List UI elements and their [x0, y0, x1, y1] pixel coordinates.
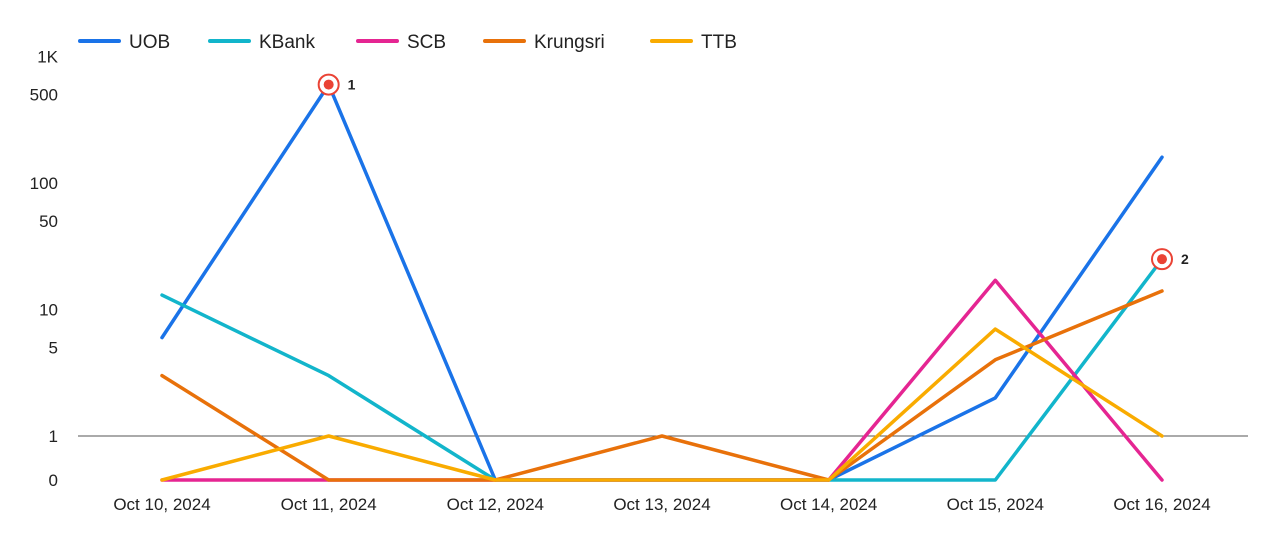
x-tick-label-oct-13-2024: Oct 13, 2024: [613, 495, 710, 514]
y-tick-label-50: 50: [39, 212, 58, 231]
data-point-krungsri-1[interactable]: [323, 474, 335, 486]
data-point-uob-6[interactable]: [1156, 151, 1168, 163]
data-point-scb-5[interactable]: [989, 274, 1001, 286]
annotation-label-2: 2: [1181, 251, 1189, 267]
annotation-label-1: 1: [348, 77, 356, 93]
x-tick-label-oct-15-2024: Oct 15, 2024: [947, 495, 1044, 514]
legend: UOB KBank SCB Krungsri TTB: [78, 32, 737, 53]
y-tick-label-0: 0: [49, 471, 58, 490]
legend-item-kbank[interactable]: KBank: [208, 32, 315, 53]
annotations: 12: [317, 73, 1189, 271]
x-tick-label-oct-12-2024: Oct 12, 2024: [447, 495, 544, 514]
y-tick-label-1: 1: [49, 427, 58, 446]
data-point-kbank-1[interactable]: [323, 370, 335, 382]
x-tick-label-oct-11-2024: Oct 11, 2024: [281, 495, 377, 514]
data-point-kbank-5[interactable]: [989, 474, 1001, 486]
data-point-krungsri-3[interactable]: [656, 430, 668, 442]
legend-item-krungsri[interactable]: Krungsri: [483, 32, 605, 53]
data-point-uob-5[interactable]: [989, 392, 1001, 404]
data-point-ttb-2[interactable]: [489, 474, 501, 486]
legend-item-ttb[interactable]: TTB: [650, 32, 737, 53]
series-krungsri: [156, 285, 1168, 486]
legend-label-uob: UOB: [129, 32, 170, 53]
series-line-uob[interactable]: [160, 82, 1164, 482]
data-point-krungsri-5[interactable]: [989, 354, 1001, 366]
annotation-dot-2: [1157, 254, 1167, 265]
y-tick-label-500: 500: [30, 86, 58, 105]
series-line-scb[interactable]: [160, 278, 1164, 482]
data-point-krungsri-6[interactable]: [1156, 285, 1168, 297]
x-tick-label-oct-10-2024: Oct 10, 2024: [113, 495, 210, 514]
x-tick-label-oct-14-2024: Oct 14, 2024: [780, 495, 877, 514]
series-uob: [156, 82, 1168, 482]
legend-label-scb: SCB: [407, 32, 446, 53]
series-lines: [156, 82, 1168, 486]
data-point-ttb-5[interactable]: [989, 323, 1001, 335]
series-line-krungsri[interactable]: [160, 289, 1164, 482]
data-point-uob-0[interactable]: [156, 332, 168, 344]
legend-label-krungsri: Krungsri: [534, 32, 605, 53]
data-point-ttb-3[interactable]: [656, 474, 668, 486]
y-tick-label-1k: 1K: [37, 48, 58, 67]
x-tick-label-oct-16-2024: Oct 16, 2024: [1113, 495, 1210, 514]
data-point-ttb-1[interactable]: [323, 430, 335, 442]
annotation-dot-1: [323, 79, 334, 90]
series-line-ttb[interactable]: [160, 327, 1164, 482]
legend-label-ttb: TTB: [701, 32, 737, 53]
y-tick-label-5: 5: [49, 339, 58, 358]
series-ttb: [156, 323, 1168, 486]
data-point-kbank-0[interactable]: [156, 289, 168, 301]
legend-label-kbank: KBank: [259, 32, 315, 53]
legend-item-uob[interactable]: UOB: [78, 32, 170, 53]
data-point-krungsri-0[interactable]: [156, 370, 168, 382]
data-point-ttb-4[interactable]: [823, 474, 835, 486]
legend-item-scb[interactable]: SCB: [356, 32, 446, 53]
data-point-scb-6[interactable]: [1156, 474, 1168, 486]
annotation-1[interactable]: 1: [317, 73, 356, 96]
annotation-2[interactable]: 2: [1151, 248, 1189, 271]
series-line-kbank[interactable]: [160, 257, 1164, 482]
data-point-ttb-6[interactable]: [1156, 430, 1168, 442]
data-point-ttb-0[interactable]: [156, 474, 168, 486]
y-axis: 0 1 5 10 50 100 500 1K: [30, 48, 59, 491]
y-tick-label-10: 10: [39, 301, 58, 320]
x-axis: Oct 10, 2024 Oct 11, 2024 Oct 12, 2024 Oct …: [113, 495, 1210, 514]
y-tick-label-100: 100: [30, 174, 58, 193]
